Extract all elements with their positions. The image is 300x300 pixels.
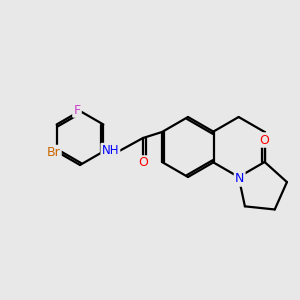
Text: O: O: [260, 134, 270, 146]
Text: O: O: [138, 157, 148, 169]
Text: N: N: [235, 172, 244, 185]
Text: Br: Br: [47, 146, 61, 159]
Text: F: F: [74, 103, 81, 116]
Text: NH: NH: [102, 144, 119, 157]
